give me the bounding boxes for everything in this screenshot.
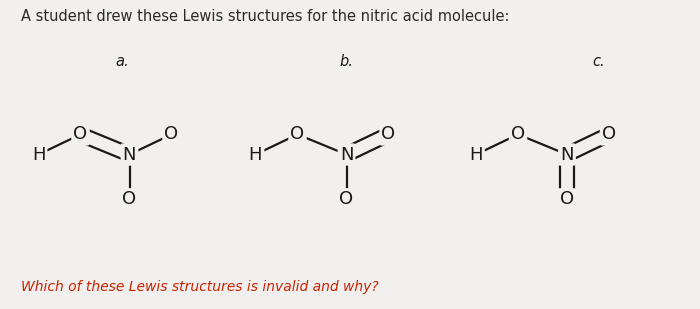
Text: O: O — [340, 190, 354, 208]
Text: H: H — [32, 146, 46, 163]
Text: O: O — [164, 125, 178, 143]
Text: O: O — [122, 190, 136, 208]
Text: H: H — [469, 146, 483, 163]
Text: H: H — [248, 146, 262, 163]
Text: O: O — [382, 125, 395, 143]
Text: N: N — [122, 146, 136, 163]
Text: N: N — [560, 146, 574, 163]
Text: a.: a. — [116, 54, 130, 69]
Text: c.: c. — [592, 54, 605, 69]
Text: b.: b. — [340, 54, 354, 69]
Text: N: N — [340, 146, 354, 163]
Text: A student drew these Lewis structures for the nitric acid molecule:: A student drew these Lewis structures fo… — [21, 9, 510, 24]
Text: O: O — [74, 125, 88, 143]
Text: O: O — [602, 125, 616, 143]
Text: O: O — [290, 125, 304, 143]
Text: O: O — [511, 125, 525, 143]
Text: O: O — [560, 190, 574, 208]
Text: Which of these Lewis structures is invalid and why?: Which of these Lewis structures is inval… — [21, 280, 379, 294]
